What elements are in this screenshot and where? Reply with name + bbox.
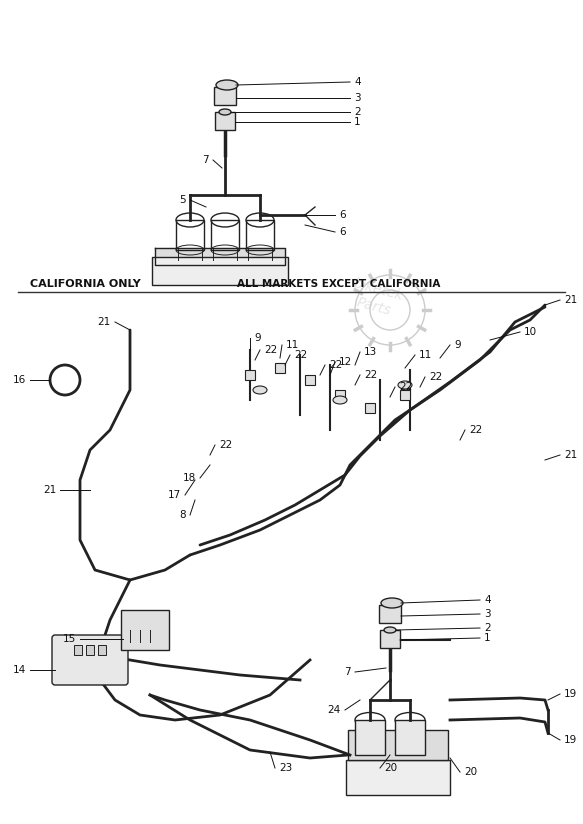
Text: 15: 15 [63,634,76,644]
Text: 2: 2 [484,623,491,633]
Text: 22: 22 [364,370,377,380]
Text: 6: 6 [339,210,346,220]
Bar [305,375,315,385]
Text: 20: 20 [384,763,397,773]
FancyBboxPatch shape [379,605,401,623]
Text: 22: 22 [429,372,442,382]
Ellipse shape [219,109,231,115]
Text: 22: 22 [399,382,412,392]
Text: 22: 22 [264,345,278,355]
Bar [152,257,288,285]
Text: 23: 23 [279,763,292,773]
Text: 22: 22 [219,440,232,450]
Text: 18: 18 [182,473,196,483]
Text: 22: 22 [329,360,342,370]
Ellipse shape [333,396,347,404]
Text: 3: 3 [484,609,491,619]
Text: 11: 11 [419,350,432,360]
Ellipse shape [381,598,403,608]
Bar [346,760,450,795]
Text: 3: 3 [354,93,361,103]
Text: 5: 5 [180,195,186,205]
Text: 22: 22 [469,425,482,435]
Bar [355,720,385,755]
Text: 20: 20 [464,767,477,777]
Text: 21: 21 [43,485,56,495]
FancyBboxPatch shape [214,87,236,105]
Text: Parts: Parts [355,295,393,318]
Bar [395,720,425,755]
Bar [86,645,94,655]
Text: 12: 12 [339,357,352,367]
Text: 8: 8 [180,510,186,520]
Bar [245,370,255,380]
Polygon shape [155,248,285,265]
Text: 21: 21 [98,317,111,327]
Text: 1: 1 [484,633,491,643]
Text: 21: 21 [564,450,577,460]
Text: ALL MARKETS EXCEPT CALIFORNIA: ALL MARKETS EXCEPT CALIFORNIA [237,279,440,289]
FancyBboxPatch shape [52,635,128,685]
Ellipse shape [398,381,412,389]
FancyBboxPatch shape [215,112,235,130]
Ellipse shape [253,386,267,394]
Text: 16: 16 [13,375,26,385]
Text: 1: 1 [354,117,361,127]
Text: 6: 6 [339,227,346,237]
Text: 4: 4 [484,595,491,605]
Text: 14: 14 [13,665,26,675]
Text: 19: 19 [564,689,577,699]
Text: 19: 19 [564,735,577,745]
Text: 7: 7 [345,667,351,677]
Bar [98,645,106,655]
FancyBboxPatch shape [380,630,400,648]
Text: 7: 7 [202,155,209,165]
Bar [74,645,82,655]
Bar [275,363,285,373]
Bar [335,390,345,400]
Text: biketek: biketek [352,276,405,303]
Bar [348,730,448,760]
Text: 4: 4 [354,77,361,87]
Text: 10: 10 [524,327,537,337]
Ellipse shape [216,80,238,90]
FancyBboxPatch shape [121,610,169,650]
Ellipse shape [384,627,396,633]
Text: 17: 17 [168,490,181,500]
Text: 9: 9 [254,333,261,343]
Text: 24: 24 [328,705,341,715]
Bar [365,403,375,413]
Text: 21: 21 [564,295,577,305]
Text: 9: 9 [454,340,461,350]
Text: 22: 22 [294,350,307,360]
Text: 2: 2 [354,107,361,117]
Text: CALIFORNIA ONLY: CALIFORNIA ONLY [30,279,141,289]
Text: 13: 13 [364,347,377,357]
Text: 11: 11 [286,340,299,350]
Bar [400,390,410,400]
